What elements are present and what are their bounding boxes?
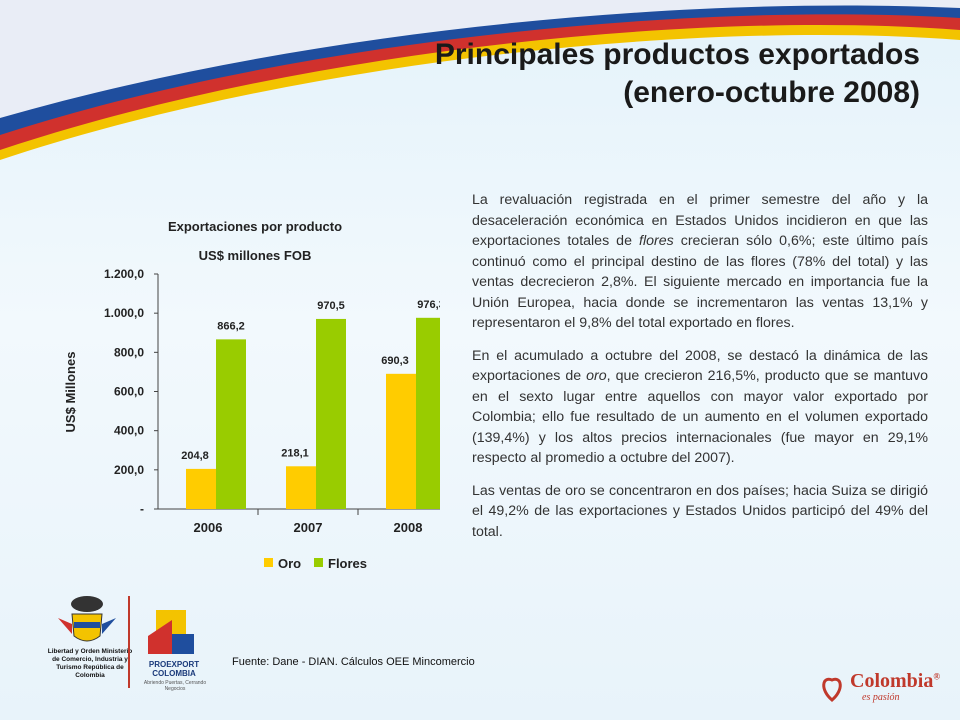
source-note: Fuente: Dane - DIAN. Cálculos OEE Mincom…	[232, 656, 475, 668]
footer-divider	[128, 596, 130, 688]
bar-oro-2006	[186, 468, 216, 509]
y-axis-label: US$ Millones	[63, 352, 78, 433]
colombia-tagline: es pasión	[862, 692, 900, 703]
bar-flores-2008	[416, 317, 440, 509]
bar-oro-2007	[286, 466, 316, 509]
colombia-heart-icon	[822, 677, 842, 702]
body-text: La revaluación registrada en el primer s…	[472, 190, 928, 554]
proexport-tagline: Abriendo Puertas, Cerrando Negocios	[143, 680, 207, 692]
chart-title: Exportaciones por producto	[167, 219, 343, 234]
x-tick-label: 2007	[294, 520, 323, 535]
x-tick-label: 2006	[194, 520, 223, 535]
data-label: 690,3	[381, 355, 409, 367]
y-tick-label: -	[140, 502, 144, 516]
x-tick-label: 2008	[394, 520, 423, 535]
proexport-wordmark: PROEXPORT COLOMBIA	[148, 660, 200, 678]
title-line-1: Principales productos exportados	[434, 38, 920, 71]
legend-label-flores: Flores	[328, 556, 367, 571]
header-swoosh	[0, 0, 960, 160]
y-tick-label: 400,0	[114, 424, 144, 438]
paragraph-flores: La revaluación registrada en el primer s…	[472, 192, 928, 331]
y-tick-label: 200,0	[114, 463, 144, 477]
colombia-brand-word: Colombia®	[850, 670, 941, 692]
y-tick-label: 800,0	[114, 345, 144, 359]
legend-swatch-oro	[264, 558, 273, 567]
page-title: Principales productos exportados (enero-…	[300, 36, 920, 112]
proexport-logo-icon	[148, 610, 194, 654]
ministry-caption: Libertad y Orden Ministerio de Comercio,…	[47, 648, 133, 679]
coat-of-arms-icon	[58, 596, 116, 642]
title-line-2: (enero-octubre 2008)	[623, 76, 920, 109]
paragraph-destinos: Las ventas de oro se concentraron en dos…	[472, 482, 928, 540]
bar-chart: - 200,0 400,0 600,0 800,0 1.000,0 1.200,0 US$ M…	[63, 267, 440, 571]
data-label: 218,1	[281, 447, 309, 459]
bar-oro-2008	[386, 373, 416, 509]
y-tick-label: 1.000,0	[104, 306, 144, 320]
y-tick-label: 1.200,0	[104, 267, 144, 281]
chart-subtitle: US$ millones FOB	[198, 248, 312, 263]
bar-flores-2006	[216, 339, 246, 509]
bar-flores-2007	[316, 318, 346, 509]
legend-label-oro: Oro	[278, 556, 301, 571]
data-label: 866,2	[217, 320, 245, 332]
data-label: 970,5	[317, 300, 345, 312]
legend-swatch-flores	[314, 558, 323, 567]
data-label: 976,3	[417, 299, 440, 311]
y-tick-label: 600,0	[114, 385, 144, 399]
paragraph-oro: En el acumulado a octubre del 2008, se d…	[472, 347, 929, 467]
data-label: 204,8	[181, 450, 209, 462]
